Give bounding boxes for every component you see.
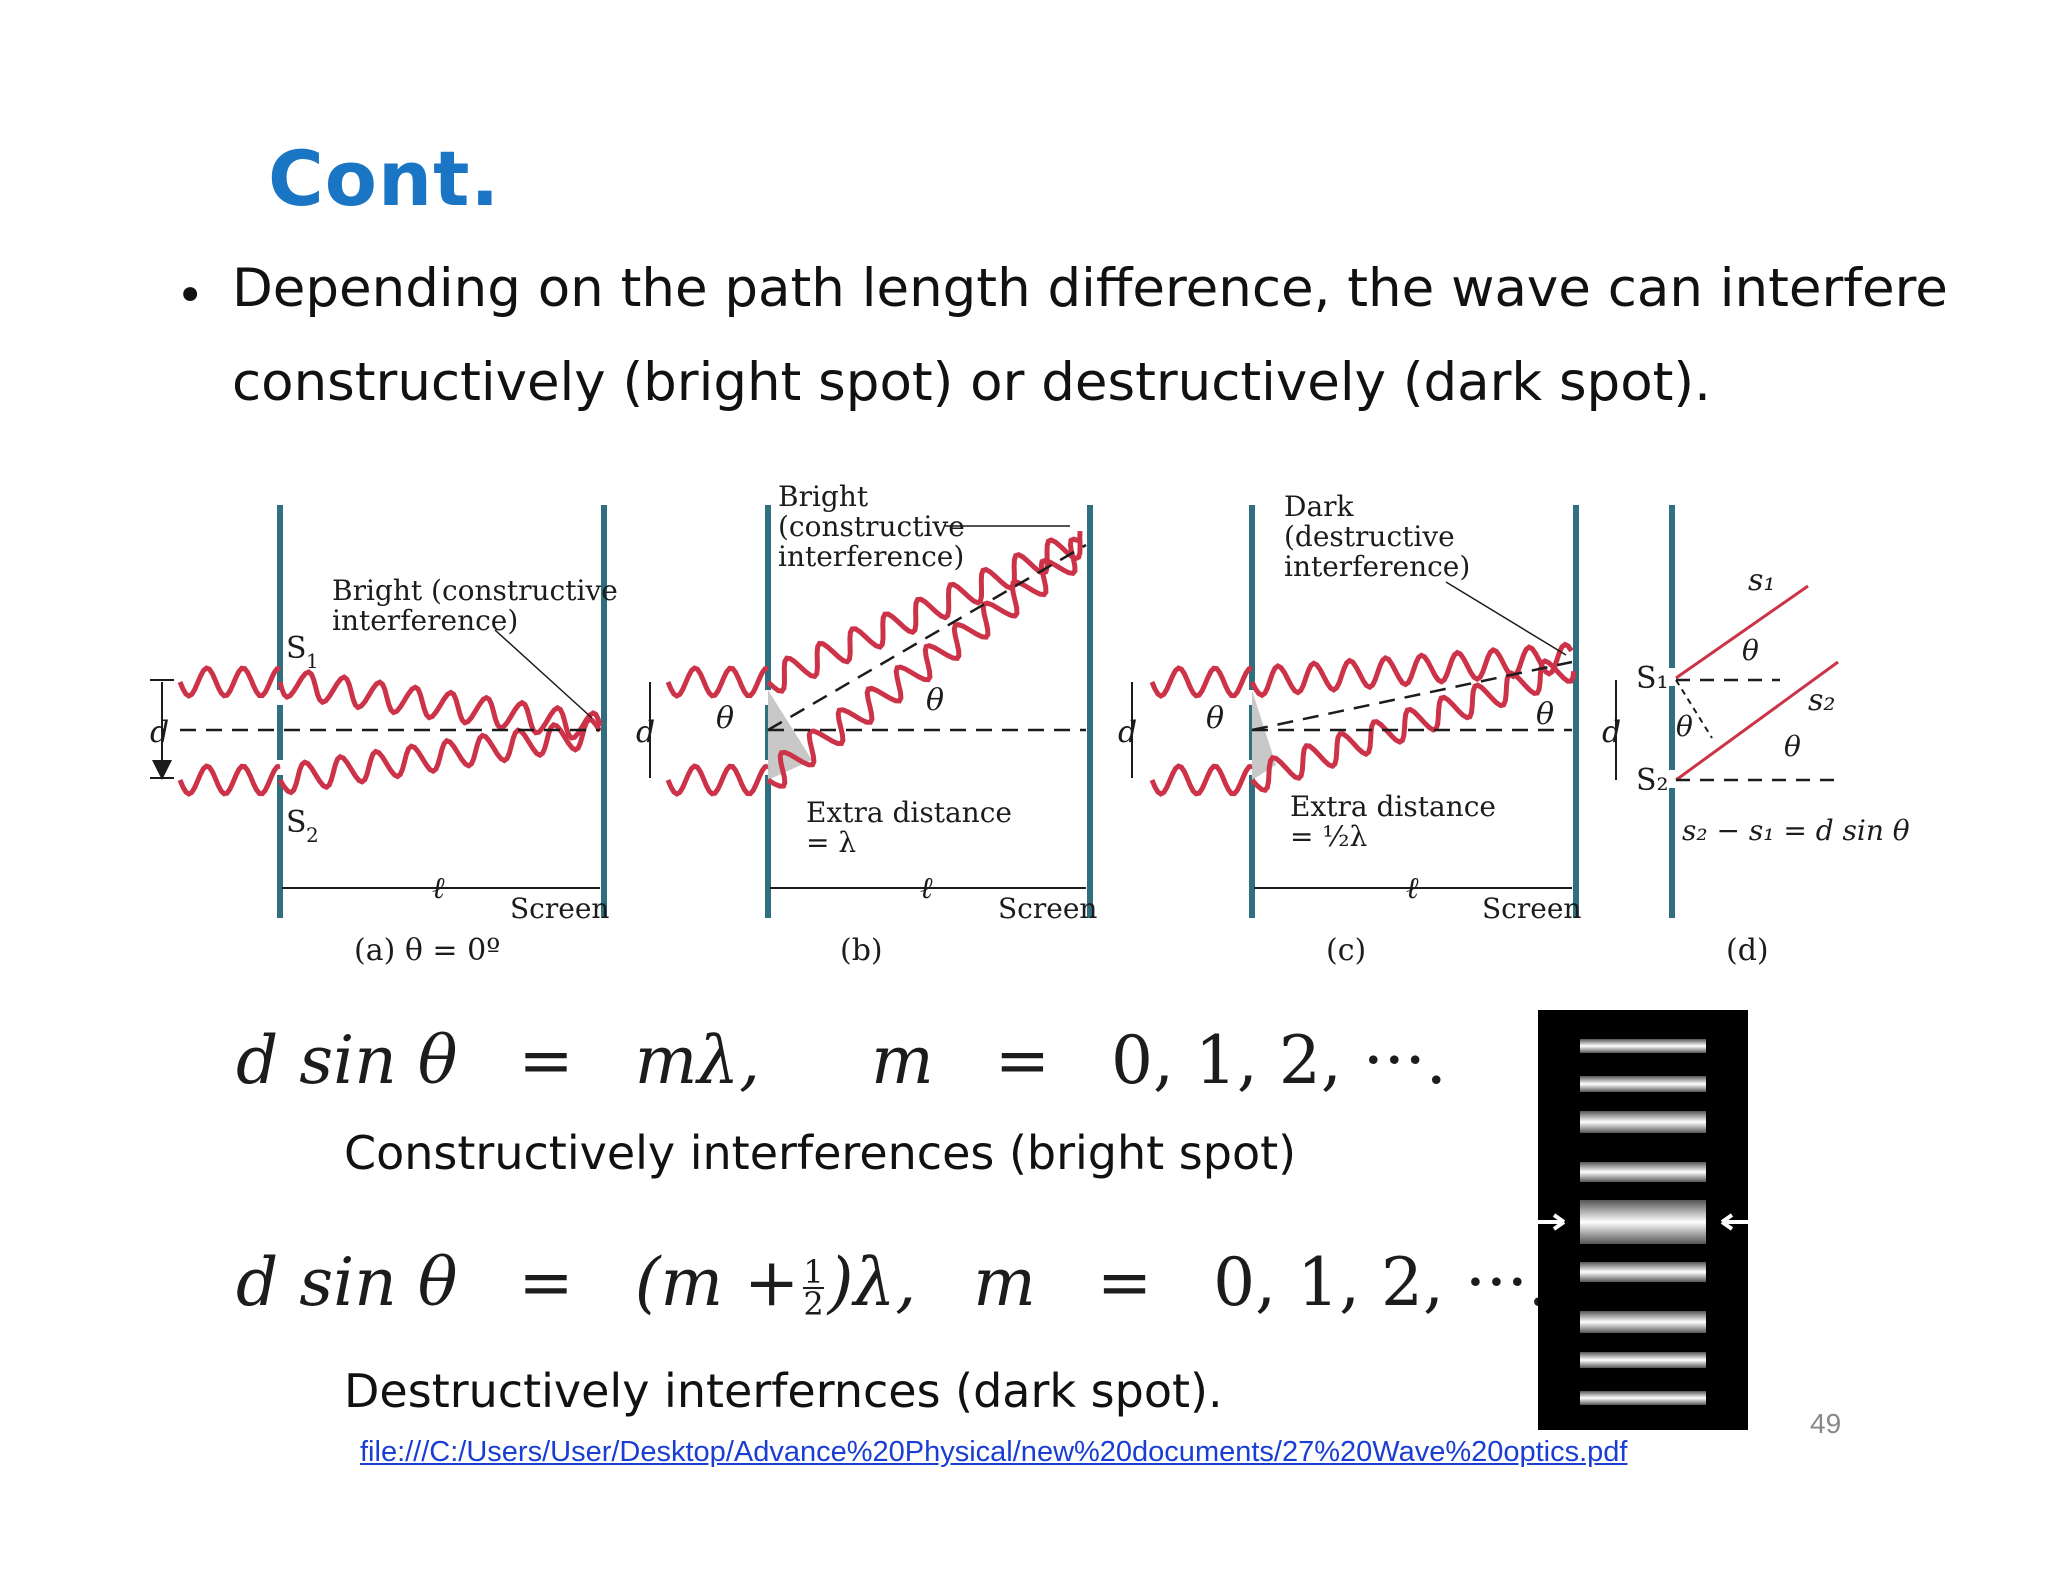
source-file-link[interactable]: file:///C:/Users/User/Desktop/Advance%20… [360, 1436, 1628, 1468]
svg-text:d: d [636, 715, 655, 750]
svg-text:θ: θ [1784, 730, 1801, 763]
bright-label-top: Bright (constructive [332, 574, 618, 607]
svg-text:= λ: = λ [806, 826, 856, 859]
equation-constructive: d sin θ = mλ, m = 0, 1, 2, ···. [236, 1022, 1447, 1099]
constructive-caption: Constructively interferences (bright spo… [344, 1126, 1297, 1180]
svg-text:S₁: S₁ [1636, 661, 1669, 696]
svg-text:2: 2 [306, 823, 319, 847]
fringe-pattern-image [1538, 1010, 1748, 1430]
double-slit-figure: d S 1 S 2 Bright (constructive interfere… [150, 480, 1910, 968]
bright-fringe [1580, 1111, 1706, 1133]
ray-s1 [1675, 584, 1809, 680]
bright-fringe [1580, 1262, 1706, 1282]
path-difference-relation: s₂ − s₁ = d sin θ [1682, 814, 1910, 847]
svg-text:ℓ: ℓ [1406, 871, 1419, 906]
equation-destructive: d sin θ = (m +1 2)λ, m = 0, 1, 2, ···. [236, 1244, 1549, 1323]
svg-text:ℓ: ℓ [920, 871, 933, 906]
wave-upper [1149, 641, 1574, 699]
bullet-text-line-1: Depending on the path length difference,… [232, 258, 1948, 319]
ell-label: ℓ [432, 871, 445, 906]
theta-label-left: θ [716, 701, 734, 736]
panel-b: d θ θ Bright (constructive interference)… [636, 480, 1097, 968]
svg-text:(destructive: (destructive [1284, 520, 1455, 553]
svg-text:Dark: Dark [1284, 490, 1355, 523]
svg-text:interference): interference) [778, 540, 964, 573]
svg-text:Screen: Screen [1482, 892, 1581, 925]
svg-text:θ: θ [1676, 710, 1693, 743]
d-label: d [150, 715, 169, 750]
svg-text:s₁: s₁ [1748, 563, 1775, 598]
theta-label-right: θ [926, 683, 944, 718]
caption-d: (d) [1726, 933, 1769, 968]
s1-label: S [286, 631, 307, 666]
wave-lower [665, 536, 1080, 797]
wave-upper [177, 665, 603, 741]
destructive-caption: Destructively interfernces (dark spot). [344, 1364, 1223, 1418]
panel-a: d S 1 S 2 Bright (constructive interfere… [150, 505, 618, 968]
wave-upper [665, 531, 1083, 699]
panel-c: d θ θ Dark (destructive interference) Ex… [1118, 490, 1581, 968]
svg-text:Bright: Bright [778, 480, 869, 513]
extra-distance-triangle [768, 690, 812, 780]
ray-s2 [1675, 660, 1839, 782]
svg-text:θ: θ [1742, 634, 1759, 667]
s2-label: S [286, 805, 307, 840]
slide-title: Cont. [268, 134, 501, 223]
bright-fringe [1580, 1311, 1706, 1333]
svg-text:(constructive: (constructive [778, 510, 965, 543]
bullet-text-line-2: constructively (bright spot) or destruct… [232, 352, 1711, 413]
bright-fringe [1580, 1039, 1706, 1053]
bright-fringe [1580, 1200, 1706, 1244]
svg-text:θ: θ [1206, 701, 1224, 736]
svg-text:= ½λ: = ½λ [1290, 820, 1367, 853]
bright-fringe [1580, 1076, 1706, 1092]
bright-fringe [1580, 1162, 1706, 1182]
screen-label: Screen [510, 892, 609, 925]
bright-label-bottom: interference) [332, 604, 518, 637]
svg-text:θ: θ [1536, 697, 1554, 732]
svg-text:d: d [1118, 715, 1137, 750]
svg-text:interference): interference) [1284, 550, 1470, 583]
caption-c: (c) [1326, 933, 1366, 968]
svg-text:d: d [1602, 715, 1621, 750]
svg-text:S₂: S₂ [1636, 763, 1669, 798]
wave-lower [177, 716, 602, 797]
svg-text:s₂: s₂ [1808, 683, 1835, 718]
page-number: 49 [1810, 1408, 1842, 1439]
svg-text:Extra distance: Extra distance [1290, 790, 1496, 823]
svg-text:1: 1 [306, 649, 319, 673]
caption-b: (b) [840, 933, 883, 968]
panel-d: d S₁ S₂ s₁ s₂ θ θ θ s₂ − s₁ = d sin θ (d… [1602, 505, 1910, 968]
svg-text:Extra distance: Extra distance [806, 796, 1012, 829]
right-arrow-icon [1720, 1213, 1748, 1231]
bright-fringe [1580, 1352, 1706, 1368]
svg-text:Screen: Screen [998, 892, 1097, 925]
left-arrow-icon [1538, 1213, 1566, 1231]
caption-a: (a) θ = 0º [354, 933, 500, 968]
bright-fringe [1580, 1391, 1706, 1405]
bullet-marker: • [176, 268, 205, 324]
